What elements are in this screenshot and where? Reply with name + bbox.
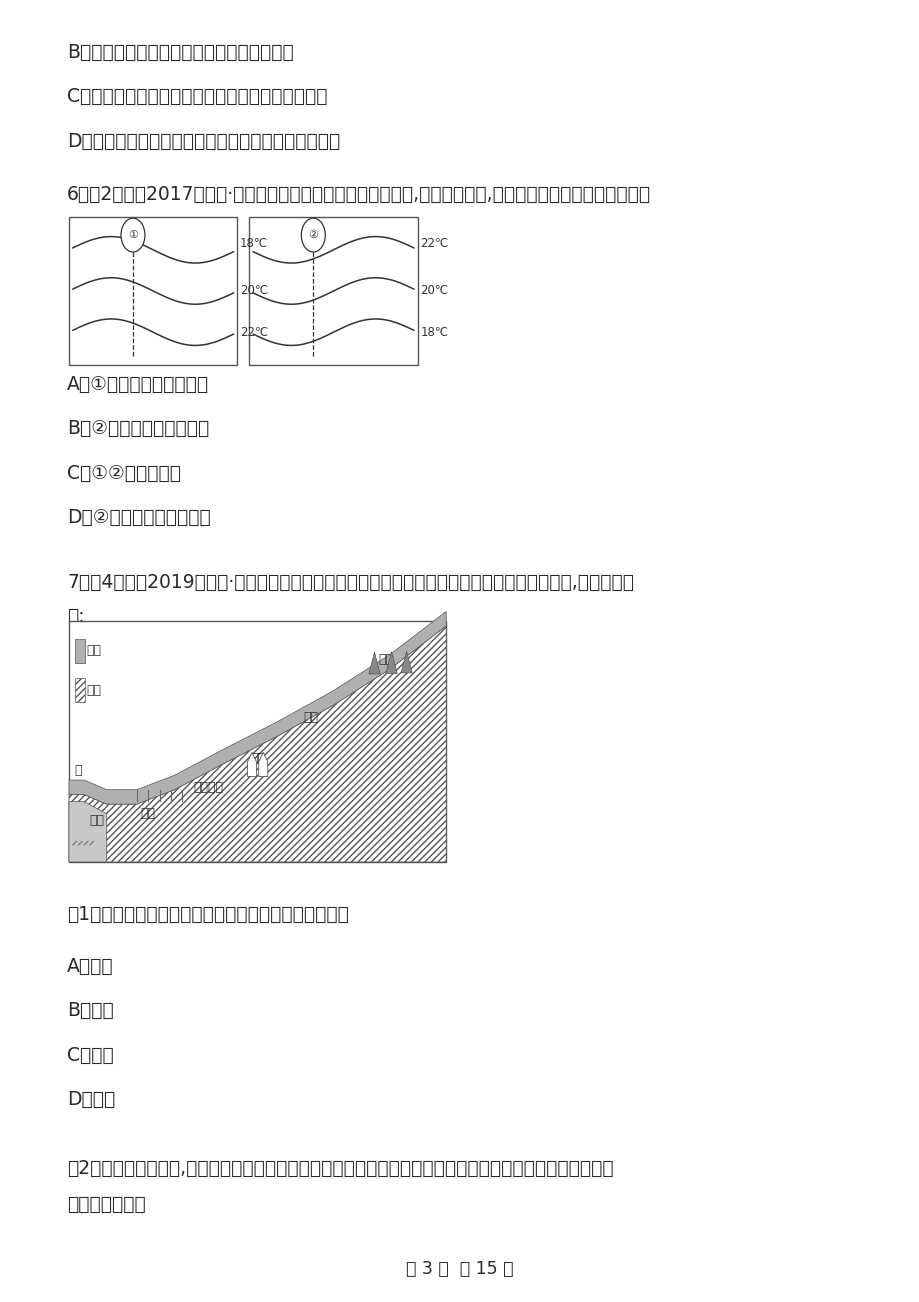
Circle shape: [121, 219, 145, 253]
Text: 土壤: 土壤: [86, 644, 102, 658]
Text: B．水源: B．水源: [67, 1001, 114, 1021]
Polygon shape: [401, 651, 412, 673]
Text: 题:: 题:: [67, 607, 85, 626]
Bar: [69, 217, 237, 365]
Bar: [249, 217, 417, 365]
Bar: [69, 621, 446, 862]
Text: C．气候: C．气候: [67, 1046, 114, 1065]
Text: （2）随着城市的发展,城市郊区的农业结构将发生变化。下列土地利用类型在该地农业用地中的比重最可能降: （2）随着城市的发展,城市郊区的农业结构将发生变化。下列土地利用类型在该地农业用…: [67, 1159, 613, 1178]
Text: 林地: 林地: [378, 654, 393, 667]
Text: 村庄: 村庄: [250, 751, 265, 764]
Text: ①: ①: [128, 230, 138, 240]
Text: 第 3 页  共 15 页: 第 3 页 共 15 页: [406, 1260, 513, 1279]
Text: 稻田: 稻田: [141, 807, 155, 820]
Text: 菜地花园: 菜地花园: [193, 781, 223, 794]
Text: A．地形: A．地形: [67, 957, 114, 976]
Text: D．②是寒流，位于南半球: D．②是寒流，位于南半球: [67, 508, 210, 527]
Text: 7．（4分）（2019高一下·吉林月考）下图为我国东南沿海某大城市郊区土地利用示意图。读图,回答下面小: 7．（4分）（2019高一下·吉林月考）下图为我国东南沿海某大城市郊区土地利用示…: [67, 573, 633, 592]
Text: 岩石: 岩石: [86, 684, 102, 697]
Polygon shape: [258, 753, 267, 776]
Text: D．巴西利用酒精替代石油，保障能源供给，减少污染: D．巴西利用酒精替代石油，保障能源供给，减少污染: [67, 132, 340, 151]
Circle shape: [301, 219, 325, 253]
Text: 22℃: 22℃: [240, 326, 268, 339]
Text: （1）影响当地土地利用类型分布的主导因素是（　　）: （1）影响当地土地利用类型分布的主导因素是（ ）: [67, 905, 348, 924]
Text: C．巴西利用糖渣为原料制酒精促进了物质综合利用: C．巴西利用糖渣为原料制酒精促进了物质综合利用: [67, 87, 327, 107]
Text: 6．（2分）（2017高二下·临川期末）下面两幅海水等温线图中,虚线表示洋流,下列叙述中不正确的是（　　）: 6．（2分）（2017高二下·临川期末）下面两幅海水等温线图中,虚线表示洋流,下…: [67, 185, 651, 204]
Text: ②: ②: [308, 230, 318, 240]
Text: 22℃: 22℃: [420, 237, 448, 250]
Polygon shape: [369, 652, 380, 674]
Text: 18℃: 18℃: [240, 237, 268, 250]
Text: D．土壤: D．土壤: [67, 1090, 115, 1109]
Text: 低的是（　　）: 低的是（ ）: [67, 1195, 146, 1215]
Text: A．①是暖流，位于北半球: A．①是暖流，位于北半球: [67, 375, 209, 395]
Text: 20℃: 20℃: [420, 285, 448, 297]
Text: B．酒精作为能源与石油相比是一种清洁能源: B．酒精作为能源与石油相比是一种清洁能源: [67, 43, 293, 62]
Text: 20℃: 20℃: [240, 285, 268, 297]
Bar: [74, 678, 85, 702]
Polygon shape: [69, 626, 446, 862]
Text: 18℃: 18℃: [420, 326, 448, 339]
Bar: [74, 639, 85, 663]
Text: 鱼塘: 鱼塘: [90, 815, 105, 828]
Text: 海: 海: [74, 764, 82, 777]
Polygon shape: [385, 652, 397, 673]
Text: B．②是暖流，位于南半球: B．②是暖流，位于南半球: [67, 419, 210, 439]
Polygon shape: [247, 753, 256, 776]
Text: C．①②均向北流动: C．①②均向北流动: [67, 464, 181, 483]
Polygon shape: [69, 612, 446, 805]
Polygon shape: [69, 802, 107, 862]
Text: 果园: 果园: [302, 711, 318, 724]
